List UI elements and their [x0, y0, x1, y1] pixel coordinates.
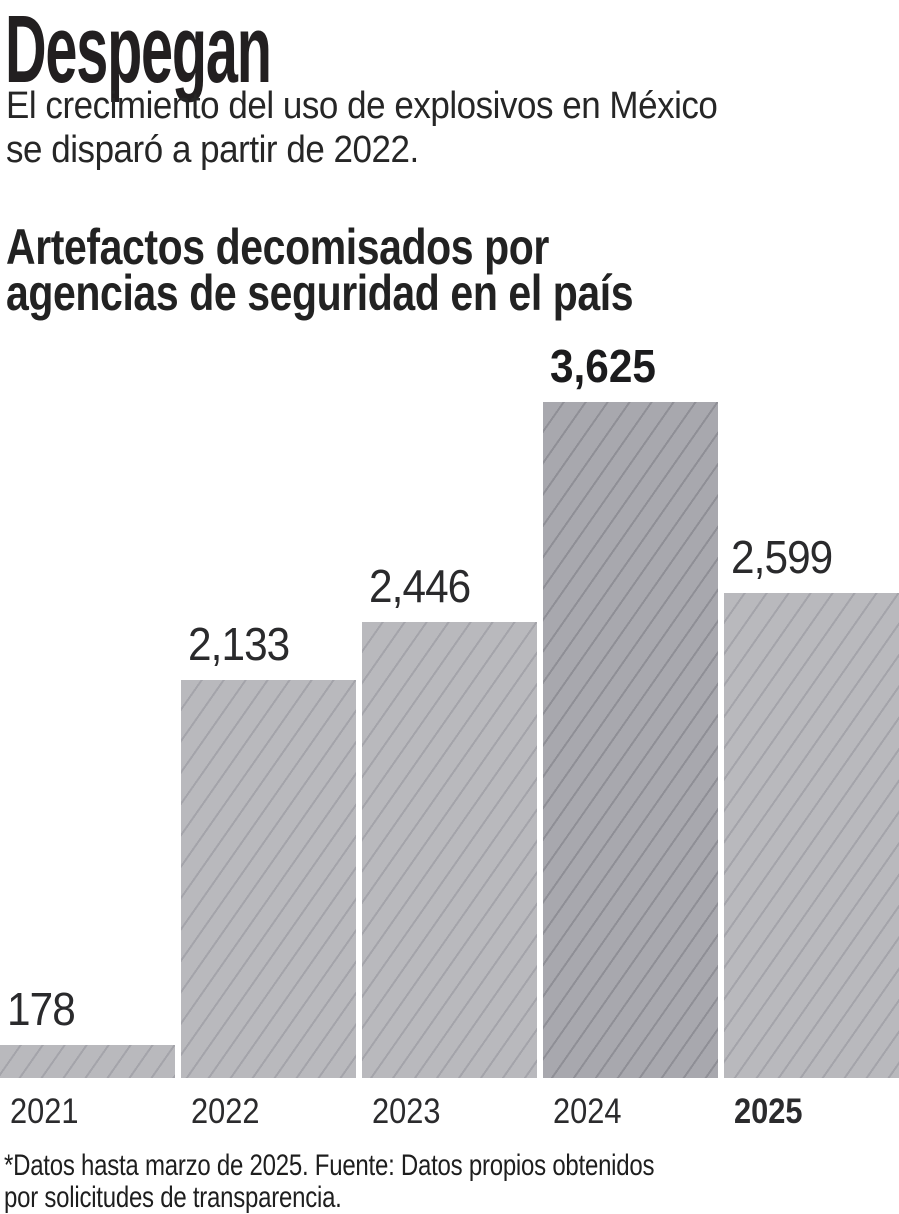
bar-2024	[543, 402, 718, 1078]
page-title: Despegan	[5, 0, 272, 103]
subtitle-line-2: se disparó a partir de 2022.	[6, 129, 419, 171]
bar-value-label-2021: 178	[7, 983, 76, 1035]
bar-value-label-2024: 3,625	[550, 340, 656, 392]
source-footnote: *Datos hasta marzo de 2025. Fuente: Dato…	[4, 1150, 654, 1214]
bar-2025	[724, 593, 899, 1078]
subtitle-line-1: El crecimiento del uso de explosivos en …	[6, 85, 718, 127]
bar-value-label-2025: 2,599	[731, 531, 833, 583]
footnote-line-1: *Datos hasta marzo de 2025. Fuente: Dato…	[4, 1149, 655, 1182]
chart-title-line-1: Artefactos decomisados por	[6, 219, 549, 275]
chart-title: Artefactos decomisados por agencias de s…	[6, 219, 634, 321]
x-axis-labels: 2021 2022 2023 2024 2025	[0, 1092, 899, 1139]
x-axis-label-2022: 2022	[191, 1092, 260, 1131]
bar-value-label-2023: 2,446	[369, 560, 471, 612]
x-axis-label-2025: 2025	[734, 1092, 803, 1131]
footnote-line-2: por solicitudes de transparencia.	[4, 1181, 342, 1214]
chart-title-line-2: agencias de seguridad en el país	[6, 265, 634, 321]
subtitle: El crecimiento del uso de explosivos en …	[6, 84, 718, 172]
bar-2021	[0, 1045, 175, 1078]
bar-2023	[362, 622, 537, 1078]
bar-2022	[181, 680, 356, 1078]
bar-chart: 178 2,133 2,446 3,625 2,599	[0, 278, 899, 1078]
x-axis-label-2021: 2021	[10, 1092, 79, 1131]
x-axis-label-2024: 2024	[553, 1092, 622, 1131]
bar-value-label-2022: 2,133	[188, 618, 290, 670]
x-axis-label-2023: 2023	[372, 1092, 441, 1131]
